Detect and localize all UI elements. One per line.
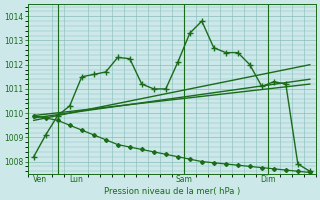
X-axis label: Pression niveau de la mer( hPa ): Pression niveau de la mer( hPa ) — [104, 187, 240, 196]
